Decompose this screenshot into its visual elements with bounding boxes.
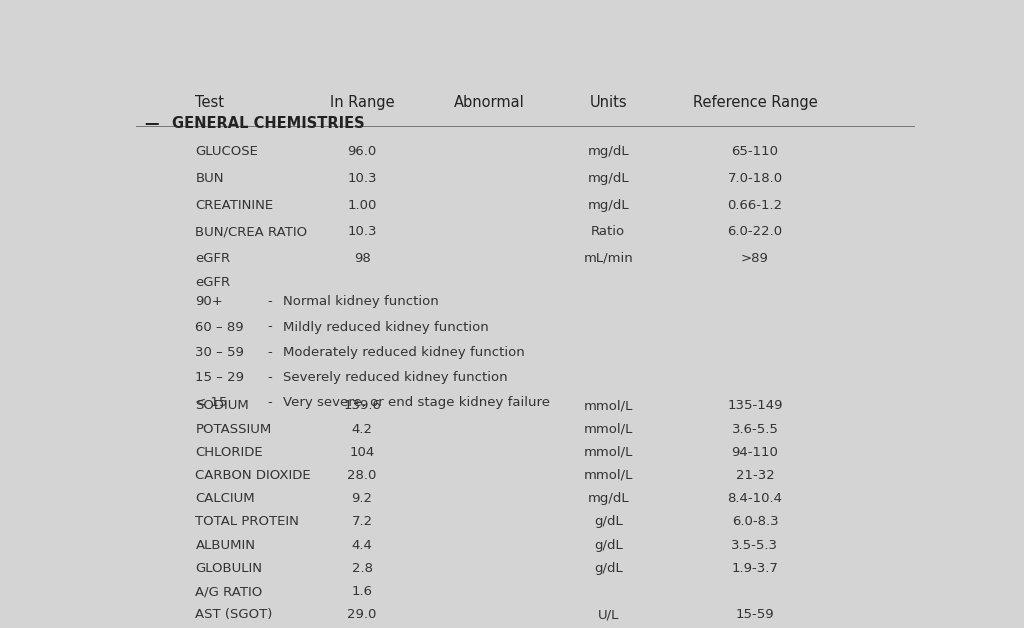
Text: 21-32: 21-32 <box>735 469 774 482</box>
Text: 3.6-5.5: 3.6-5.5 <box>731 423 778 436</box>
Text: —: — <box>143 116 159 131</box>
Text: Test: Test <box>196 95 224 110</box>
Text: U/L: U/L <box>597 609 618 621</box>
Text: ALBUMIN: ALBUMIN <box>196 539 255 551</box>
Text: CREATININE: CREATININE <box>196 198 273 212</box>
Text: 15-59: 15-59 <box>735 609 774 621</box>
Text: TOTAL PROTEIN: TOTAL PROTEIN <box>196 516 299 528</box>
Text: POTASSIUM: POTASSIUM <box>196 423 271 436</box>
Text: 8.4-10.4: 8.4-10.4 <box>727 492 782 505</box>
Text: 90+: 90+ <box>196 295 223 308</box>
Text: mmol/L: mmol/L <box>584 399 633 413</box>
Text: 1.00: 1.00 <box>347 198 377 212</box>
Text: -: - <box>267 371 271 384</box>
Text: 28.0: 28.0 <box>347 469 377 482</box>
Text: 29.0: 29.0 <box>347 609 377 621</box>
Text: 7.0-18.0: 7.0-18.0 <box>727 172 782 185</box>
Text: Severely reduced kidney function: Severely reduced kidney function <box>283 371 507 384</box>
Text: eGFR: eGFR <box>196 276 230 289</box>
Text: mg/dL: mg/dL <box>588 492 629 505</box>
Text: eGFR: eGFR <box>196 252 230 265</box>
Text: g/dL: g/dL <box>594 516 623 528</box>
Text: 30 – 59: 30 – 59 <box>196 345 245 359</box>
Text: 7.2: 7.2 <box>351 516 373 528</box>
Text: 94-110: 94-110 <box>731 446 778 459</box>
Text: BUN/CREA RATIO: BUN/CREA RATIO <box>196 225 307 238</box>
Text: Moderately reduced kidney function: Moderately reduced kidney function <box>283 345 524 359</box>
Text: 96.0: 96.0 <box>347 146 377 158</box>
Text: 10.3: 10.3 <box>347 172 377 185</box>
Text: 65-110: 65-110 <box>731 146 778 158</box>
Text: Reference Range: Reference Range <box>692 95 817 110</box>
Text: 1.6: 1.6 <box>351 585 373 598</box>
Text: 4.2: 4.2 <box>351 423 373 436</box>
Text: 0.66-1.2: 0.66-1.2 <box>727 198 782 212</box>
Text: -: - <box>267 396 271 409</box>
Text: 10.3: 10.3 <box>347 225 377 238</box>
Text: In Range: In Range <box>330 95 394 110</box>
Text: SODIUM: SODIUM <box>196 399 249 413</box>
Text: 4.4: 4.4 <box>351 539 373 551</box>
Text: 6.0-8.3: 6.0-8.3 <box>731 516 778 528</box>
Text: g/dL: g/dL <box>594 562 623 575</box>
Text: 1.9-3.7: 1.9-3.7 <box>731 562 778 575</box>
Text: GENERAL CHEMISTRIES: GENERAL CHEMISTRIES <box>172 116 365 131</box>
Text: mmol/L: mmol/L <box>584 423 633 436</box>
Text: 9.2: 9.2 <box>351 492 373 505</box>
Text: mg/dL: mg/dL <box>588 172 629 185</box>
Text: Abnormal: Abnormal <box>454 95 524 110</box>
Text: 135-149: 135-149 <box>727 399 782 413</box>
Text: 98: 98 <box>353 252 371 265</box>
Text: Very severe, or end stage kidney failure: Very severe, or end stage kidney failure <box>283 396 550 409</box>
Text: mg/dL: mg/dL <box>588 198 629 212</box>
Text: CHLORIDE: CHLORIDE <box>196 446 263 459</box>
Text: mg/dL: mg/dL <box>588 146 629 158</box>
Text: BUN: BUN <box>196 172 224 185</box>
Text: Mildly reduced kidney function: Mildly reduced kidney function <box>283 320 488 333</box>
Text: < 15: < 15 <box>196 396 227 409</box>
Text: GLUCOSE: GLUCOSE <box>196 146 258 158</box>
Text: Ratio: Ratio <box>591 225 626 238</box>
Text: AST (SGOT): AST (SGOT) <box>196 609 272 621</box>
Text: CALCIUM: CALCIUM <box>196 492 255 505</box>
Text: 60 – 89: 60 – 89 <box>196 320 244 333</box>
Text: -: - <box>267 345 271 359</box>
Text: 3.5-5.3: 3.5-5.3 <box>731 539 778 551</box>
Text: 139.6: 139.6 <box>343 399 381 413</box>
Text: 6.0-22.0: 6.0-22.0 <box>727 225 782 238</box>
Text: 2.8: 2.8 <box>351 562 373 575</box>
Text: GLOBULIN: GLOBULIN <box>196 562 262 575</box>
Text: CARBON DIOXIDE: CARBON DIOXIDE <box>196 469 311 482</box>
Text: A/G RATIO: A/G RATIO <box>196 585 263 598</box>
Text: >89: >89 <box>741 252 769 265</box>
Text: mmol/L: mmol/L <box>584 446 633 459</box>
Text: g/dL: g/dL <box>594 539 623 551</box>
Text: 15 – 29: 15 – 29 <box>196 371 245 384</box>
Text: -: - <box>267 295 271 308</box>
Text: -: - <box>267 320 271 333</box>
Text: 104: 104 <box>349 446 375 459</box>
Text: mmol/L: mmol/L <box>584 469 633 482</box>
Text: mL/min: mL/min <box>584 252 633 265</box>
Text: Normal kidney function: Normal kidney function <box>283 295 438 308</box>
Text: Units: Units <box>590 95 627 110</box>
